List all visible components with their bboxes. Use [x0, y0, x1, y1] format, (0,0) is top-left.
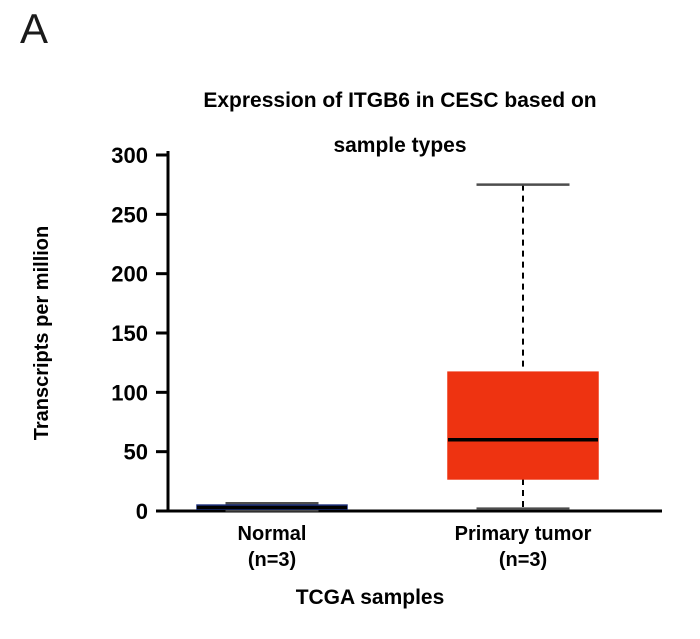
category-label: Primary tumor	[455, 523, 592, 545]
y-tick-label: 200	[111, 262, 148, 287]
x-axis-label: TCGA samples	[295, 586, 445, 609]
chart-title: Expression of ITGB6 in CESC based on sam…	[120, 78, 680, 168]
category-label: Normal	[238, 523, 307, 545]
y-tick-label: 250	[111, 202, 148, 227]
y-tick-label: 300	[111, 143, 148, 168]
panel-label: A	[20, 5, 49, 52]
chart-title-line-2: sample types	[333, 134, 467, 157]
category-label: (n=3)	[248, 549, 296, 571]
iqr-box	[447, 371, 599, 480]
y-tick-label: 50	[124, 440, 148, 465]
y-tick-label: 0	[136, 499, 148, 524]
y-tick-label: 150	[111, 321, 148, 346]
y-tick-label: 100	[111, 380, 148, 405]
chart-title-line-1: Expression of ITGB6 in CESC based on	[203, 89, 597, 112]
category-label: (n=3)	[499, 549, 547, 571]
